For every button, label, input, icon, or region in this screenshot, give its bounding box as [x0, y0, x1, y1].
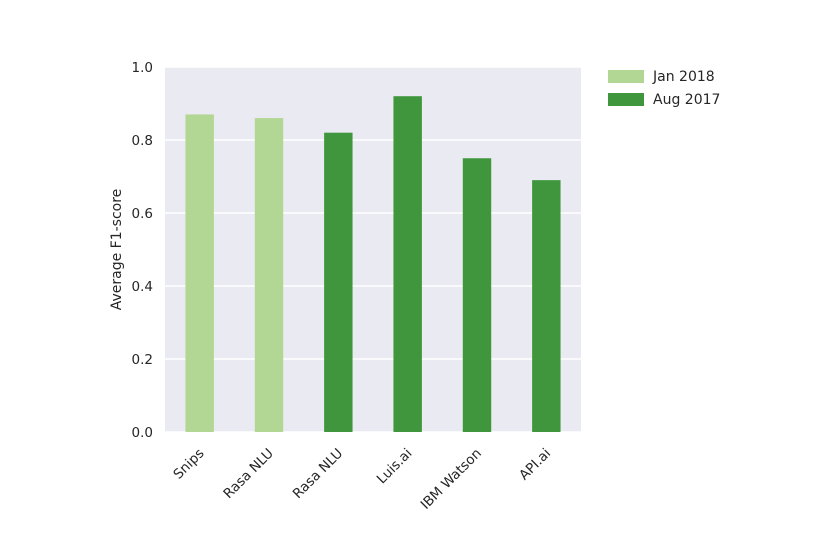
x-tick-label: IBM Watson — [418, 446, 485, 513]
plot-background — [165, 67, 581, 432]
x-tick-labels: Snips Rasa NLU Rasa NLU Luis.ai IBM Watson AP… — [170, 446, 554, 513]
legend-swatch — [608, 93, 644, 106]
x-tick-label: Luis.ai — [374, 446, 416, 488]
bar — [462, 158, 492, 432]
y-tick-label: 0.6 — [132, 206, 153, 222]
bars — [185, 96, 561, 432]
x-tick-label: Snips — [170, 446, 207, 483]
bar — [393, 96, 422, 432]
y-tick-label: 0.2 — [132, 352, 153, 368]
x-tick-label: API.ai — [516, 446, 554, 484]
legend-label: Aug 2017 — [653, 92, 720, 108]
x-tick-label: Rasa NLU — [290, 446, 346, 502]
x-tick-label: Rasa NLU — [220, 446, 276, 502]
y-axis-label: Average F1-score — [109, 189, 125, 311]
bar — [254, 118, 284, 432]
y-tick-label: 0.0 — [132, 425, 153, 441]
legend-label: Jan 2018 — [652, 69, 715, 85]
legend: Jan 2018 Aug 2017 — [608, 69, 720, 108]
y-tick-label: 0.8 — [132, 133, 153, 149]
y-tick-label: 0.4 — [132, 279, 153, 295]
bar — [324, 132, 353, 432]
bar — [532, 180, 561, 432]
bar — [185, 114, 214, 432]
y-tick-labels: 0.0 0.2 0.4 0.6 0.8 1.0 — [132, 60, 153, 441]
gridlines — [165, 66, 581, 433]
y-tick-label: 1.0 — [132, 60, 153, 76]
legend-swatch — [608, 70, 644, 83]
